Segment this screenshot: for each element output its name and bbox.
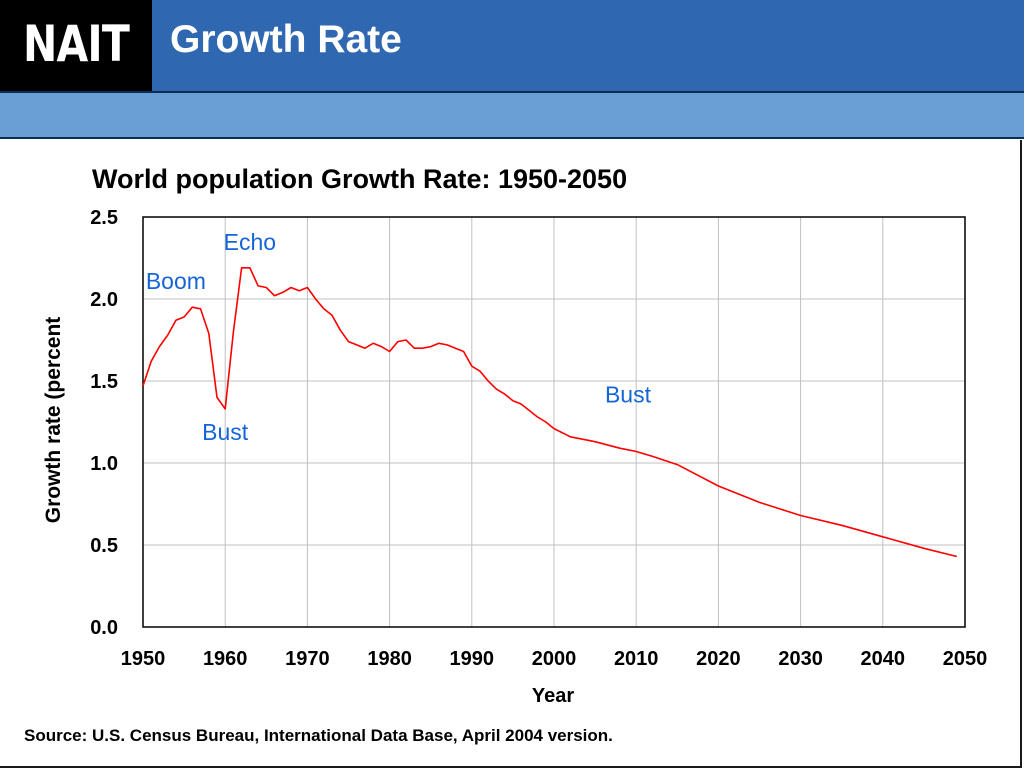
x-axis-label: Year	[532, 685, 574, 707]
x-tick-label: 1960	[203, 648, 248, 670]
growth-rate-line	[142, 267, 957, 558]
annotation-label: Bust	[202, 419, 249, 445]
x-tick-label: 1950	[121, 648, 166, 670]
y-tick-label: 1.0	[90, 453, 118, 475]
slide-header: NAIT Growth Rate	[0, 0, 1024, 91]
header-divider	[0, 91, 1024, 93]
annotation-label: Echo	[224, 229, 276, 255]
nait-logo: NAIT	[0, 0, 152, 91]
figure-frame	[0, 140, 1022, 768]
y-axis-ticks: 0.0 0.5 1.0 1.5 2.0 2.5	[90, 207, 118, 639]
y-tick-label: 0.5	[90, 535, 118, 557]
y-tick-label: 1.5	[90, 371, 118, 393]
y-tick-label: 0.0	[90, 617, 118, 639]
x-tick-label: 2050	[943, 648, 988, 670]
y-tick-label: 2.0	[90, 289, 118, 311]
x-tick-label: 2000	[532, 648, 577, 670]
x-tick-label: 2010	[614, 648, 659, 670]
x-tick-label: 2020	[696, 648, 741, 670]
sub-header-bar	[0, 93, 1024, 137]
x-axis-ticks: 1950 1960 1970 1980 1990 2000 2010 2020 2030 2040…	[121, 648, 988, 670]
annotation-label: Boom	[146, 268, 206, 294]
chart-annotations: Echo Boom Bust Bust	[146, 229, 652, 445]
slide-title: Growth Rate	[170, 18, 402, 61]
x-tick-label: 2030	[778, 648, 823, 670]
y-tick-label: 2.5	[90, 207, 118, 229]
x-tick-label: 2040	[861, 648, 906, 670]
x-tick-label: 1980	[367, 648, 412, 670]
chart-title: World population Growth Rate: 1950-2050	[92, 164, 627, 194]
x-tick-label: 1990	[450, 648, 495, 670]
source-note: Source: U.S. Census Bureau, Internationa…	[24, 726, 613, 745]
plot-area-border	[142, 216, 966, 628]
annotation-label: Bust	[605, 381, 652, 407]
logo-text: NAIT	[22, 15, 130, 73]
chart-grid	[142, 216, 966, 628]
y-axis-label: Growth rate (percent	[42, 317, 65, 524]
sub-header-divider	[0, 137, 1024, 139]
x-tick-label: 1970	[285, 648, 330, 670]
